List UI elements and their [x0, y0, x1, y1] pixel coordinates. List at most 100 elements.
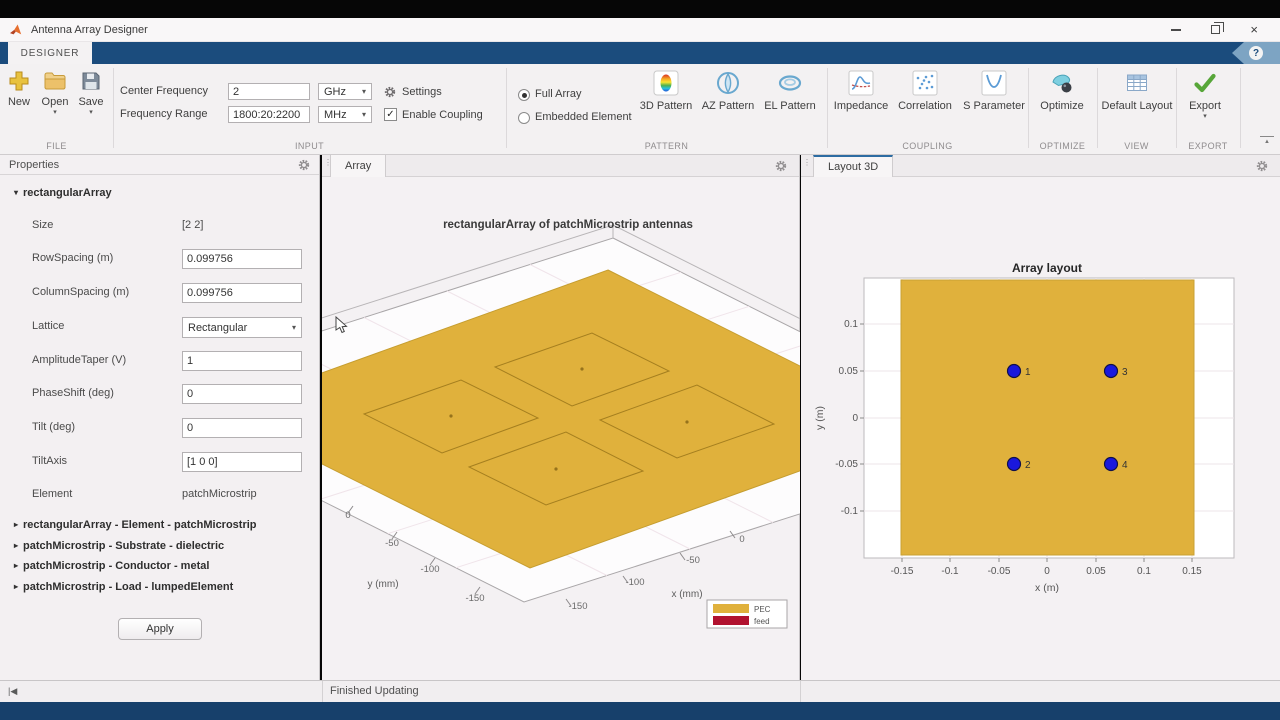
tab-layout-3d[interactable]: Layout 3D: [813, 155, 894, 177]
amplitudetaper-input[interactable]: [182, 351, 302, 371]
optimize-icon: [1049, 70, 1075, 96]
chevron-down-icon: ▾: [1203, 113, 1207, 120]
chevron-down-icon: ▾: [361, 86, 366, 96]
svg-text:-100: -100: [420, 564, 439, 575]
svg-text:-100: -100: [625, 577, 644, 588]
svg-text:-150: -150: [465, 593, 484, 604]
mouse-cursor-icon: [335, 315, 348, 334]
tab-designer[interactable]: DESIGNER: [8, 42, 92, 64]
svg-text:-0.1: -0.1: [841, 506, 859, 517]
s-parameter-curve-icon: [981, 70, 1007, 96]
chevron-down-icon: ▾: [89, 109, 93, 116]
el-pattern-button[interactable]: EL Pattern: [759, 70, 821, 112]
y-axis-label: y (mm): [367, 579, 398, 590]
close-button[interactable]: ×: [1250, 22, 1258, 37]
divider: [506, 68, 507, 148]
az-pattern-button[interactable]: AZ Pattern: [697, 70, 759, 112]
rowspacing-input[interactable]: [182, 249, 302, 269]
save-button[interactable]: Save ▾: [74, 69, 108, 116]
chevron-expanded-icon: ▾: [14, 188, 19, 197]
minimize-button[interactable]: [1171, 28, 1182, 31]
open-button[interactable]: Open ▾: [38, 69, 72, 116]
svg-text:-50: -50: [686, 555, 700, 566]
array-layout-canvas[interactable]: Array layout 0.1 0.05 0 -0.05 -0.1: [801, 175, 1280, 680]
y-tick-labels: 0.1 0.05 0 -0.05 -0.1: [835, 319, 858, 517]
x-axis-ticks: [565, 530, 736, 607]
section-rectangulararray[interactable]: ▾ rectangularArray: [14, 187, 112, 199]
export-button[interactable]: Export ▾: [1176, 70, 1234, 120]
collapse-ribbon-button[interactable]: ▲: [1260, 136, 1274, 145]
restore-button[interactable]: [1211, 22, 1225, 34]
tilt-input[interactable]: [182, 418, 302, 438]
correlation-scatter-icon: [912, 70, 938, 96]
embedded-element-label[interactable]: Embedded Element: [535, 111, 632, 123]
default-layout-button[interactable]: Default Layout: [1097, 70, 1177, 112]
letterbox-bottom: [0, 702, 1280, 720]
splitter-handle-icon[interactable]: ⋮: [803, 158, 811, 167]
columnspacing-label: ColumnSpacing (m): [32, 286, 130, 298]
correlation-button[interactable]: Correlation: [892, 70, 958, 112]
ribbon-toolbar: New Open ▾ Save ▾ FILE Center Frequency …: [0, 64, 1280, 155]
embedded-element-radio[interactable]: [518, 112, 530, 124]
section-element-patchmicrostrip[interactable]: ▸ rectangularArray - Element - patchMicr…: [14, 519, 257, 531]
help-button[interactable]: ?: [1232, 42, 1280, 64]
optimize-button[interactable]: Optimize: [1029, 70, 1095, 112]
group-label-coupling: COUPLING: [902, 141, 953, 151]
el-pattern-icon: [777, 70, 803, 96]
legend-swatch-feed: [713, 616, 749, 625]
element-dot-1: [1006, 363, 1022, 379]
svg-text:0.15: 0.15: [1182, 566, 1202, 577]
layout-title: Array layout: [1012, 261, 1082, 275]
impedance-button[interactable]: Impedance: [828, 70, 894, 112]
divider: [1176, 68, 1177, 148]
group-label-pattern: PATTERN: [644, 141, 689, 151]
svg-text:0: 0: [345, 510, 350, 521]
center-frequency-label: Center Frequency: [120, 85, 209, 97]
center-frequency-input[interactable]: [228, 83, 310, 100]
center-frequency-unit-select[interactable]: GHz ▾: [318, 83, 372, 100]
array-3d-canvas[interactable]: 0 -50 -100 -150 0 -50 -100 -150 y (mm) x…: [322, 175, 800, 680]
help-icon: ?: [1249, 46, 1263, 60]
enable-coupling-checkbox[interactable]: ✓: [384, 108, 397, 121]
new-button[interactable]: New: [2, 69, 36, 108]
settings-gear-icon[interactable]: [384, 86, 396, 98]
settings-label[interactable]: Settings: [402, 86, 442, 98]
gear-icon[interactable]: [1256, 160, 1268, 172]
enable-coupling-label[interactable]: Enable Coupling: [402, 109, 483, 121]
full-array-radio[interactable]: [518, 89, 530, 101]
full-array-label[interactable]: Full Array: [535, 88, 582, 100]
legend-label-pec: PEC: [754, 605, 771, 614]
gear-icon[interactable]: [298, 159, 310, 171]
layout-3d-panel: ⋮ Layout 3D Array layout 0.1 0.05: [801, 155, 1280, 680]
plot-title: rectangularArray of patchMicrostrip ante…: [443, 219, 693, 231]
svg-text:-0.05: -0.05: [988, 566, 1011, 577]
status-bar: |◀ Finished Updating: [0, 680, 1280, 703]
legend-label-feed: feed: [754, 617, 770, 626]
section-conductor-metal[interactable]: ▸ patchMicrostrip - Conductor - metal: [14, 560, 210, 572]
frequency-range-unit-select[interactable]: MHz ▾: [318, 106, 372, 123]
tiltaxis-input[interactable]: [182, 452, 302, 472]
s-parameter-button[interactable]: S Parameter: [958, 70, 1030, 112]
chevron-collapsed-icon: ▸: [14, 582, 19, 591]
phaseshift-input[interactable]: [182, 384, 302, 404]
x-axis-label: x (m): [1035, 582, 1059, 594]
svg-text:0: 0: [1044, 566, 1050, 577]
tab-array[interactable]: Array: [330, 155, 387, 177]
svg-text:0.05: 0.05: [839, 366, 859, 377]
collapse-panel-icon[interactable]: |◀: [8, 686, 18, 696]
tiltaxis-label: TiltAxis: [32, 455, 68, 467]
section-load-lumpedelement[interactable]: ▸ patchMicrostrip - Load - lumpedElement: [14, 581, 234, 593]
chevron-down-icon: ▾: [53, 109, 57, 116]
columnspacing-input[interactable]: [182, 283, 302, 303]
apply-button[interactable]: Apply: [118, 618, 202, 640]
check-icon: ✓: [386, 108, 395, 120]
lattice-select[interactable]: Rectangular ▾: [182, 317, 302, 338]
gear-icon[interactable]: [775, 160, 787, 172]
svg-text:0.1: 0.1: [1137, 566, 1151, 577]
splitter-handle-icon[interactable]: ⋮: [324, 158, 332, 167]
section-substrate-dielectric[interactable]: ▸ patchMicrostrip - Substrate - dielectr…: [14, 540, 225, 552]
pattern-3d-button[interactable]: 3D Pattern: [635, 70, 697, 112]
frequency-range-input[interactable]: [228, 106, 310, 123]
impedance-plot-icon: [848, 70, 874, 96]
group-label-file: FILE: [46, 141, 67, 151]
